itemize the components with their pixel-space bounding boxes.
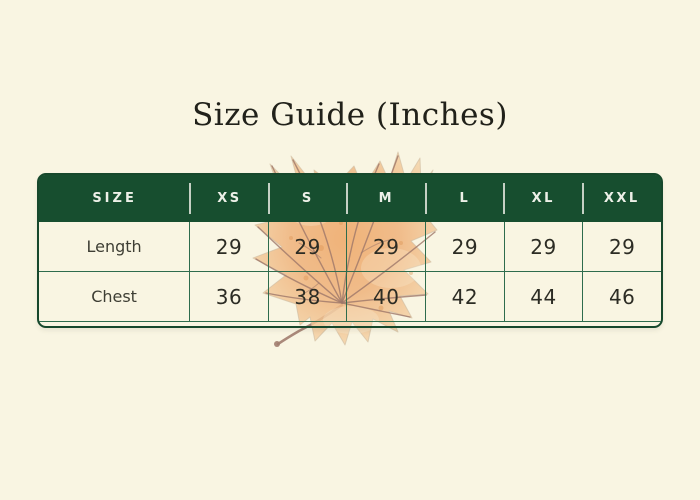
chest-s-value: 38 (268, 272, 348, 322)
page-title: Size Guide (Inches) (192, 97, 508, 133)
row-label-length: Length (39, 222, 191, 272)
chest-m-value: 40 (347, 272, 427, 322)
chest-l-value: 42 (426, 272, 505, 322)
header-cell-xl: XL (503, 175, 582, 222)
chest-xxl-value: 46 (583, 272, 661, 322)
header-cell-xs: XS (189, 175, 268, 222)
header-cell-size: SIZE (92, 191, 137, 206)
length-xs-value: 29 (190, 222, 269, 272)
chest-xl-value: 44 (504, 272, 584, 322)
length-xl-value: 29 (504, 222, 584, 272)
size-guide-table: SIZE XS S M L XL XXL Length 29 29 29 29 … (37, 173, 663, 328)
row-label-chest: Chest (39, 272, 191, 322)
table-row-chest: Chest 36 38 40 42 44 46 (39, 272, 661, 322)
table-header-row: SIZE XS S M L XL XXL (39, 175, 661, 222)
table-row-length: Length 29 29 29 29 29 29 (39, 222, 661, 272)
header-cell-l: L (424, 175, 504, 222)
chest-xs-value: 36 (190, 272, 269, 322)
header-cell-m: M (346, 175, 425, 222)
length-xxl-value: 29 (583, 222, 661, 272)
header-cell-s: S (267, 175, 347, 222)
length-s-value: 29 (268, 222, 348, 272)
length-m-value: 29 (347, 222, 427, 272)
length-l-value: 29 (426, 222, 505, 272)
header-cell-xxl: XXL (581, 175, 661, 222)
